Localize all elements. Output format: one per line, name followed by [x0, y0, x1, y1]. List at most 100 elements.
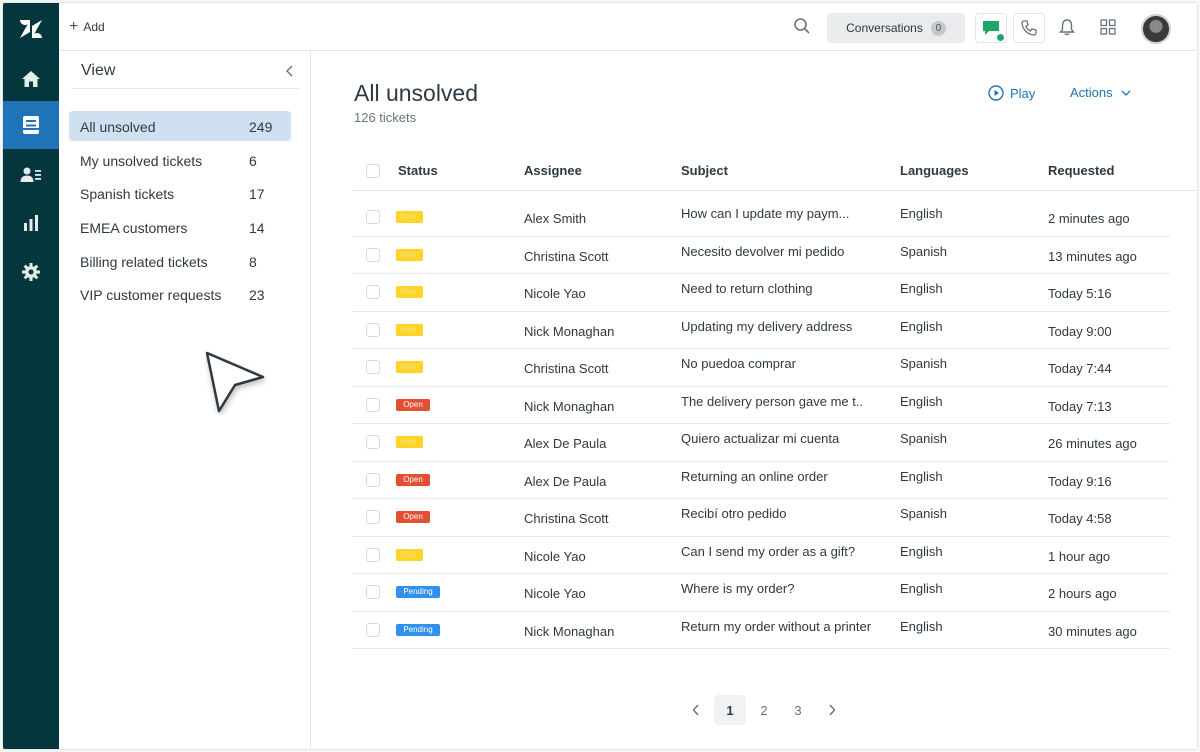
view-item-spanish[interactable]: Spanish tickets 17: [69, 178, 291, 208]
view-item-emea[interactable]: EMEA customers 14: [69, 212, 291, 242]
reporting-icon[interactable]: [3, 199, 59, 247]
phone-icon: [1021, 20, 1037, 36]
subject-cell[interactable]: Recibí otro pedido: [681, 506, 787, 521]
view-item-vip[interactable]: VIP customer requests 23: [69, 279, 291, 309]
actions-button[interactable]: Actions: [1070, 85, 1131, 100]
column-header-requested[interactable]: Requested: [1048, 163, 1115, 178]
status-badge: Pending: [396, 586, 440, 598]
customers-icon[interactable]: [3, 151, 59, 199]
page-2[interactable]: 2: [760, 702, 768, 718]
page-title: All unsolved: [354, 80, 479, 106]
chat-status-button[interactable]: [975, 13, 1007, 43]
row-checkbox[interactable]: [366, 435, 380, 449]
product-tray-grid-icon[interactable]: [1100, 19, 1116, 40]
requested-cell: 26 minutes ago: [1048, 436, 1137, 451]
requested-cell: 13 minutes ago: [1048, 248, 1137, 264]
row-checkbox[interactable]: [366, 622, 380, 637]
table-row[interactable]: Open Nick Monaghan The delivery person gav…: [352, 387, 1170, 424]
play-label: Play: [1010, 85, 1036, 101]
search-icon[interactable]: [793, 17, 811, 40]
user-avatar[interactable]: [1141, 14, 1171, 44]
main-content: All unsolved 126 tickets Play Actions St…: [312, 51, 1197, 749]
chevron-down-icon: [1121, 90, 1131, 96]
table-row[interactable]: New Nicole Yao Need to return clothing Engl…: [352, 274, 1170, 312]
assignee-cell: Nicole Yao: [524, 286, 586, 301]
subject-cell[interactable]: Where is my order?: [681, 581, 795, 596]
chevron-left-icon[interactable]: [285, 64, 295, 82]
table-row[interactable]: New Alex Smith How can I update my paym...…: [352, 199, 1170, 237]
subject-cell[interactable]: Updating my delivery address: [681, 318, 853, 334]
row-checkbox[interactable]: [366, 360, 380, 374]
page-3[interactable]: 3: [794, 702, 802, 718]
row-checkbox[interactable]: [366, 397, 380, 412]
table-row[interactable]: Pending Nick Monaghan Return my order with…: [352, 612, 1170, 649]
requested-cell: 2 hours ago: [1048, 586, 1117, 601]
page-1[interactable]: 1: [714, 695, 746, 725]
plus-icon: +: [69, 18, 79, 35]
subject-cell[interactable]: No puedoa comprar: [681, 356, 796, 371]
view-item-my-unsolved[interactable]: My unsolved tickets 6: [69, 145, 291, 175]
actions-label: Actions: [1070, 85, 1113, 100]
table-row[interactable]: Open Alex De Paula Returning an online ord…: [352, 462, 1170, 499]
column-header-languages[interactable]: Languages: [900, 163, 969, 178]
row-checkbox[interactable]: [366, 472, 380, 487]
table-row[interactable]: Pending Nicole Yao Where is my order? Engli…: [352, 574, 1170, 612]
notifications-bell-icon[interactable]: [1058, 18, 1076, 41]
views-header: View: [71, 51, 299, 89]
add-button[interactable]: + Add: [69, 17, 105, 37]
assignee-cell: Nick Monaghan: [524, 623, 615, 639]
language-cell: Spanish: [900, 243, 947, 259]
requested-cell: Today 9:16: [1048, 473, 1112, 489]
phone-button[interactable]: [1013, 13, 1045, 43]
home-icon[interactable]: [3, 55, 59, 103]
status-badge: New: [396, 548, 423, 561]
row-checkbox[interactable]: [366, 585, 380, 599]
language-cell: English: [900, 618, 943, 634]
assignee-cell: Alex De Paula: [524, 473, 607, 489]
subject-cell[interactable]: Can I send my order as a gift?: [681, 543, 856, 559]
subject-cell[interactable]: Necesito devolver mi pedido: [681, 243, 845, 259]
table-row[interactable]: Open Christina Scott Recibí otro pedido Spa…: [352, 499, 1170, 537]
requested-cell: 30 minutes ago: [1048, 623, 1137, 639]
subject-cell[interactable]: Return my order without a printer: [681, 618, 872, 634]
assignee-cell: Nick Monaghan: [524, 323, 615, 339]
prev-page-chevron-icon[interactable]: [680, 695, 712, 725]
subject-cell[interactable]: Need to return clothing: [681, 281, 813, 296]
language-cell: English: [900, 393, 943, 409]
subject-cell[interactable]: Returning an online order: [681, 468, 828, 484]
table-row[interactable]: New Nick Monaghan Updating my delivery add…: [352, 312, 1170, 349]
language-cell: English: [900, 468, 943, 484]
row-checkbox[interactable]: [366, 510, 380, 524]
column-header-subject[interactable]: Subject: [681, 163, 728, 178]
subject-cell[interactable]: How can I update my paym...: [681, 206, 850, 221]
view-item-all-unsolved[interactable]: All unsolved 249: [69, 111, 291, 141]
table-row[interactable]: New Nicole Yao Can I send my order as a gi…: [352, 537, 1170, 574]
next-page-chevron-icon[interactable]: [816, 695, 848, 725]
settings-icon[interactable]: [3, 248, 59, 296]
subject-cell[interactable]: The delivery person gave me t..: [681, 393, 864, 409]
row-checkbox[interactable]: [366, 210, 380, 224]
column-header-assignee[interactable]: Assignee: [524, 163, 582, 178]
view-item-billing[interactable]: Billing related tickets 8: [69, 246, 291, 276]
play-button[interactable]: Play: [988, 85, 1035, 101]
views-icon[interactable]: [3, 101, 59, 149]
conversations-button[interactable]: Conversations 0: [827, 13, 965, 43]
requested-cell: Today 7:44: [1048, 361, 1112, 376]
row-checkbox[interactable]: [366, 547, 380, 562]
view-item-count: 8: [249, 253, 257, 270]
row-checkbox[interactable]: [366, 285, 380, 299]
view-item-count: 17: [249, 186, 265, 203]
table-row[interactable]: New Christina Scott No puedoa comprar Spani…: [352, 349, 1170, 387]
column-header-status[interactable]: Status: [398, 163, 438, 178]
row-checkbox[interactable]: [366, 247, 380, 262]
table-row[interactable]: New Christina Scott Necesito devolver mi p…: [352, 237, 1170, 274]
zendesk-logo-icon[interactable]: [3, 5, 59, 53]
select-all-checkbox[interactable]: [366, 164, 380, 178]
subject-cell[interactable]: Quiero actualizar mi cuenta: [681, 431, 840, 446]
view-item-label: All unsolved: [80, 119, 156, 135]
view-item-count: 249: [249, 119, 273, 135]
language-cell: English: [900, 581, 943, 596]
table-row[interactable]: New Alex De Paula Quiero actualizar mi cue…: [352, 424, 1170, 462]
assignee-cell: Nicole Yao: [524, 586, 586, 601]
row-checkbox[interactable]: [366, 322, 380, 337]
